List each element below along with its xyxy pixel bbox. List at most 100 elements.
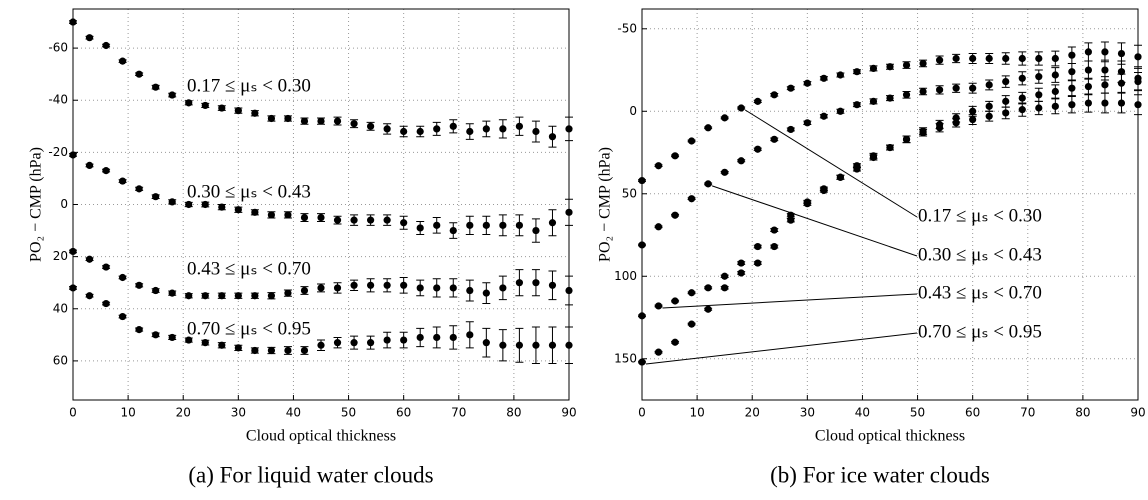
data-point (770, 135, 778, 143)
data-point (168, 289, 176, 297)
plot-frame (641, 8, 1139, 401)
data-point (284, 211, 292, 219)
data-point (300, 213, 309, 222)
data-point (820, 186, 828, 195)
data-point (638, 241, 646, 249)
data-point (1035, 54, 1043, 63)
data-point (466, 127, 474, 136)
data-point (416, 127, 424, 136)
data-point (267, 292, 275, 300)
y-tick-label: 20 (53, 249, 68, 263)
series-label: 0.30 ≤ μₛ < 0.43 (918, 244, 1042, 265)
y-tick-label: -50 (617, 21, 637, 35)
data-point (548, 281, 557, 289)
data-point (737, 157, 745, 165)
x-tick-label: 20 (176, 406, 191, 420)
data-point (1002, 77, 1010, 86)
data-point (803, 119, 811, 127)
data-point (185, 99, 193, 107)
data-point (317, 284, 325, 292)
data-point (466, 221, 474, 229)
data-point (737, 104, 745, 112)
y-axis-label: PO₂ − CMP (hPa) (28, 147, 45, 262)
data-point (936, 86, 944, 94)
data-point (969, 54, 977, 63)
data-point (1035, 104, 1043, 112)
series-label: 0.70 ≤ μₛ < 0.95 (187, 318, 311, 339)
data-point (433, 125, 441, 133)
series-label: 0.17 ≤ μₛ < 0.30 (918, 205, 1042, 226)
data-point (383, 216, 391, 224)
data-point (499, 284, 507, 292)
data-point (1018, 74, 1026, 82)
data-point (515, 341, 524, 349)
data-point (267, 346, 275, 355)
x-tick-label: 40 (855, 406, 870, 420)
data-point (985, 112, 993, 120)
x-tick-label: 50 (910, 406, 925, 420)
data-point (688, 137, 696, 145)
data-point (952, 54, 960, 63)
data-point (152, 83, 160, 91)
data-point (671, 152, 679, 160)
data-point (952, 84, 960, 92)
data-point (671, 211, 679, 219)
data-point (85, 34, 94, 42)
data-point (350, 216, 358, 224)
data-point (449, 333, 457, 342)
data-point (152, 286, 160, 295)
data-point (234, 292, 242, 300)
data-point (69, 284, 77, 292)
data-point (251, 292, 259, 300)
data-point (284, 346, 292, 355)
data-point (787, 211, 795, 219)
x-tick-label: 80 (506, 406, 521, 420)
data-point (704, 180, 712, 188)
data-point (466, 331, 474, 339)
data-point (820, 74, 828, 82)
y-axis-label: PO₂ − CMP (hPa) (597, 147, 614, 262)
data-point (333, 339, 342, 347)
data-point (1101, 99, 1109, 107)
data-point (919, 129, 927, 137)
data-point (168, 333, 176, 342)
data-point (102, 41, 110, 50)
leader-line (711, 185, 918, 257)
data-point (853, 101, 861, 109)
data-point (499, 125, 507, 133)
data-point (383, 336, 391, 344)
data-point (869, 153, 878, 162)
data-point (1068, 51, 1076, 59)
data-point (168, 91, 176, 99)
x-tick-label: 10 (120, 406, 135, 420)
data-point (1051, 102, 1059, 110)
data-point (433, 284, 441, 292)
data-point (333, 284, 342, 292)
data-point (251, 346, 259, 355)
series-label: 0.43 ≤ μₛ < 0.70 (918, 282, 1042, 303)
data-point (754, 242, 762, 251)
data-point (185, 292, 193, 300)
data-point (1117, 68, 1126, 76)
data-point (638, 176, 646, 185)
caption: (b) For ice water clouds (770, 462, 990, 487)
data-point (284, 114, 292, 123)
data-point (1084, 48, 1092, 56)
data-point (400, 281, 408, 289)
data-point (416, 224, 424, 232)
x-tick-label: 70 (1020, 406, 1035, 420)
data-point (704, 305, 712, 313)
data-point (936, 124, 944, 132)
data-point (449, 284, 457, 292)
x-tick-label: 30 (800, 406, 815, 420)
data-point (135, 281, 143, 289)
data-point (721, 272, 729, 280)
data-point (152, 331, 160, 339)
data-point (317, 117, 325, 125)
y-tick-label: 60 (53, 353, 68, 367)
data-point (1002, 97, 1010, 105)
data-point (201, 200, 209, 209)
data-point (251, 208, 259, 216)
data-point (350, 339, 358, 347)
x-tick-label: 60 (396, 406, 411, 420)
